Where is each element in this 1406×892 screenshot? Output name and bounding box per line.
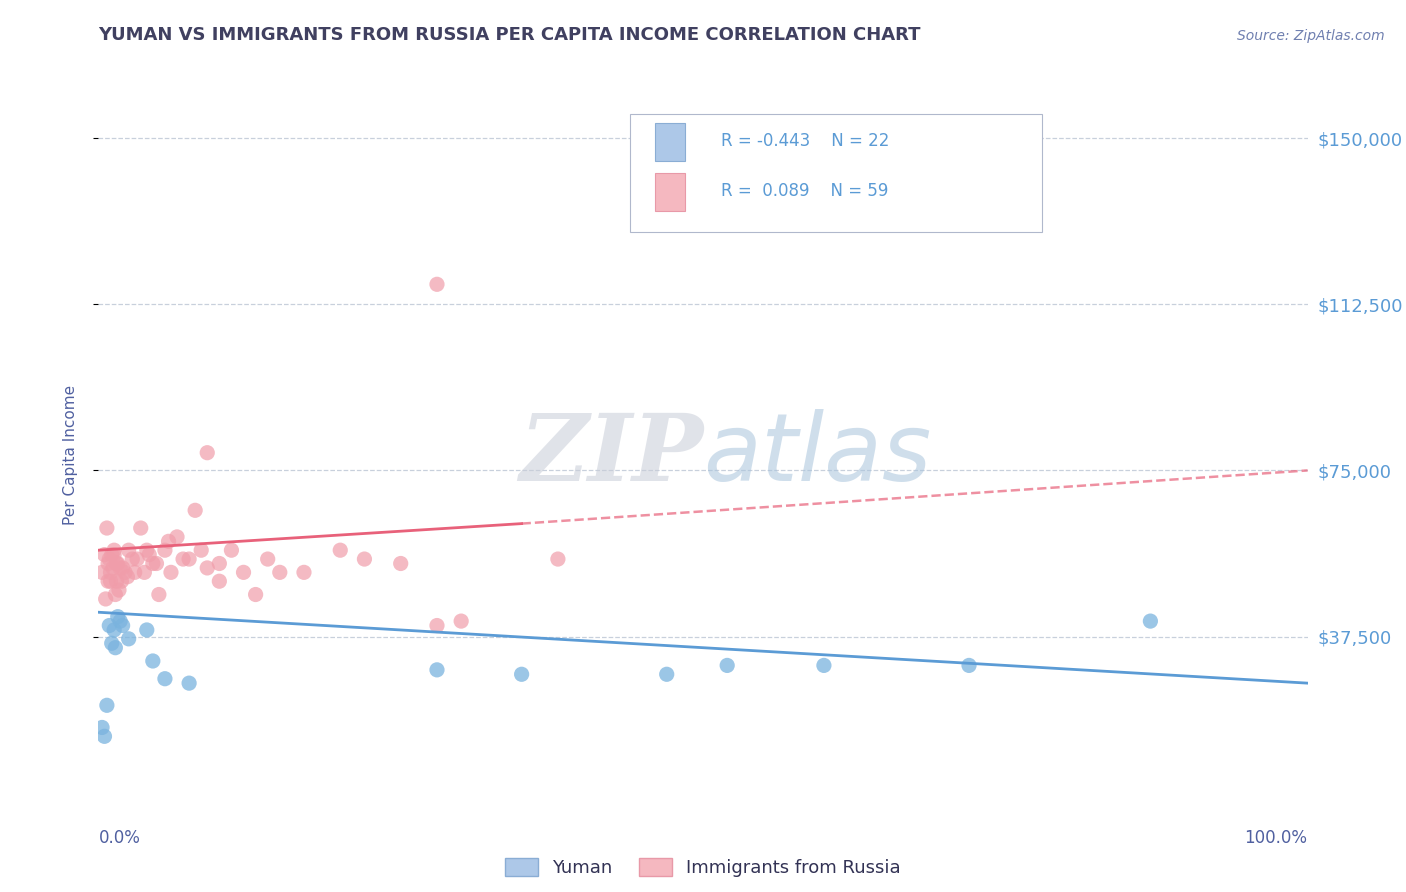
Point (111, 618, 134, 632)
Point (716, 658, 738, 673)
Point (103, 623, 125, 637)
Point (353, 552, 375, 566)
Point (134, 566, 156, 580)
Point (135, 623, 157, 637)
Point (129, 521, 152, 535)
Point (269, 566, 291, 580)
Point (117, 570, 139, 584)
Point (142, 654, 165, 668)
Text: ZIP: ZIP (519, 410, 703, 500)
Point (1139, 614, 1161, 628)
Point (101, 561, 124, 575)
Point (426, 618, 449, 632)
Point (813, 658, 835, 673)
Point (98, 618, 121, 632)
Point (127, 552, 149, 566)
Point (329, 543, 352, 558)
Point (98, 552, 121, 566)
Point (91, 721, 114, 735)
Point (93, 548, 115, 562)
Point (135, 543, 157, 558)
Point (91, 566, 114, 580)
Point (153, 543, 176, 558)
Point (103, 548, 125, 562)
Point (245, 587, 267, 601)
Point (100, 566, 122, 580)
Point (221, 543, 243, 558)
Point (166, 530, 188, 544)
Point (108, 614, 131, 628)
Point (157, 534, 180, 549)
Point (510, 667, 533, 681)
Point (655, 667, 678, 681)
Point (450, 614, 472, 628)
Point (426, 277, 449, 292)
Text: Source: ZipAtlas.com: Source: ZipAtlas.com (1237, 29, 1385, 43)
Point (190, 543, 212, 558)
Point (124, 566, 146, 580)
Point (547, 552, 569, 566)
Point (111, 561, 134, 575)
Point (93, 729, 115, 743)
Text: 100.0%: 100.0% (1244, 829, 1308, 847)
Point (107, 557, 129, 571)
Point (100, 548, 122, 562)
Point (208, 574, 231, 589)
Point (104, 587, 127, 601)
Text: R =  0.089    N = 59: R = 0.089 N = 59 (721, 181, 889, 200)
Point (179, 552, 201, 566)
Point (97, 574, 120, 589)
Point (103, 543, 125, 558)
Point (256, 552, 278, 566)
Point (195, 446, 218, 460)
Point (145, 557, 167, 571)
Point (142, 557, 165, 571)
Text: YUMAN VS IMMIGRANTS FROM RUSSIA PER CAPITA INCOME CORRELATION CHART: YUMAN VS IMMIGRANTS FROM RUSSIA PER CAPI… (98, 26, 921, 44)
Text: 0.0%: 0.0% (98, 829, 141, 847)
Point (108, 583, 131, 598)
Point (118, 632, 141, 646)
Point (108, 561, 131, 575)
Point (105, 574, 128, 589)
Point (104, 640, 127, 655)
Point (195, 561, 218, 575)
Text: atlas: atlas (703, 409, 931, 500)
Point (100, 574, 122, 589)
Point (184, 503, 207, 517)
Point (114, 566, 136, 580)
Legend: Yuman, Immigrants from Russia: Yuman, Immigrants from Russia (498, 851, 908, 884)
Text: R = -0.443    N = 22: R = -0.443 N = 22 (721, 132, 889, 150)
Point (118, 543, 141, 558)
Point (172, 552, 194, 566)
Point (292, 566, 315, 580)
Point (105, 557, 128, 571)
Y-axis label: Per Capita Income: Per Capita Income (63, 384, 77, 525)
Point (96, 521, 118, 535)
Point (148, 587, 170, 601)
Point (110, 574, 132, 589)
Point (97, 557, 120, 571)
Point (94, 591, 117, 606)
Point (389, 557, 412, 571)
Point (96, 698, 118, 713)
Point (957, 658, 980, 673)
Point (153, 672, 176, 686)
Point (107, 609, 129, 624)
Point (232, 566, 254, 580)
Point (426, 663, 449, 677)
Point (138, 548, 160, 562)
Point (100, 636, 122, 650)
Point (208, 557, 231, 571)
Point (121, 552, 143, 566)
Point (179, 676, 201, 690)
Point (160, 566, 183, 580)
